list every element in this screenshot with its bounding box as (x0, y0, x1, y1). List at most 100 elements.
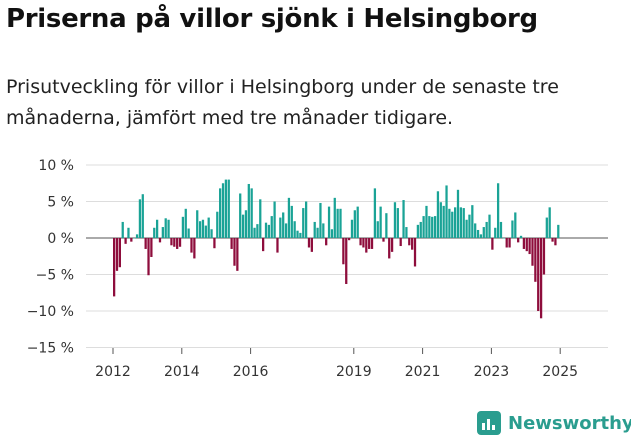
bar (542, 238, 546, 275)
bar (158, 238, 162, 243)
last-value-annotation: −3 % (539, 0, 580, 4)
bar (356, 206, 359, 238)
bar (121, 221, 124, 238)
bar (221, 183, 225, 238)
bar (390, 238, 394, 252)
y-tick-label: −15 % (27, 341, 74, 357)
bar (161, 227, 164, 238)
bar (476, 229, 480, 238)
x-tick-label: 2019 (336, 364, 372, 380)
x-tick-label: 2014 (164, 364, 200, 380)
bar (402, 200, 405, 238)
bar (534, 238, 537, 282)
bar (433, 216, 437, 238)
bar (135, 234, 139, 238)
bar (545, 217, 548, 238)
brand-name: Newsworthy (508, 412, 631, 434)
bar (468, 214, 471, 238)
bar (327, 206, 331, 238)
bar (322, 223, 325, 238)
bar (419, 221, 422, 238)
bar (133, 238, 136, 239)
bar (425, 205, 428, 238)
bar (448, 208, 451, 238)
bar (511, 220, 514, 238)
bar (502, 238, 505, 239)
bar (224, 179, 228, 238)
bar (554, 238, 557, 246)
bar (411, 238, 414, 250)
y-tick-label: 5 % (47, 195, 74, 211)
bar (528, 238, 531, 255)
bar (164, 218, 167, 238)
bar (482, 227, 485, 238)
bar (373, 188, 377, 238)
x-tick-label: 2016 (233, 364, 269, 380)
bar (147, 238, 150, 276)
bar (130, 238, 133, 242)
bar (453, 207, 457, 238)
y-axis-ticks: 10 % 5 % 0 % −5 % −10 % −15 % (27, 158, 74, 357)
bar (190, 238, 193, 253)
bar (144, 238, 147, 249)
y-tick-label: −5 % (36, 268, 74, 284)
bar (339, 208, 342, 238)
bar (293, 221, 296, 238)
bar (428, 216, 431, 238)
chart-subtitle: Prisutveckling för villor i Helsingborg … (6, 76, 559, 129)
bar (376, 221, 379, 238)
bar (382, 238, 385, 242)
bar (201, 219, 205, 238)
chart-title: Priserna på villor sjönk i Helsingborg (6, 4, 538, 34)
bar (219, 188, 222, 238)
x-tick-label: 2012 (95, 364, 131, 380)
bar (539, 238, 543, 319)
bar (153, 227, 156, 238)
bar (350, 219, 354, 238)
bar (471, 205, 474, 238)
newsworthy-logo-icon (477, 411, 501, 435)
bar (316, 227, 319, 238)
bar (451, 211, 454, 238)
bar (141, 194, 144, 238)
bar (290, 205, 293, 238)
bar (488, 214, 491, 238)
bar (115, 238, 119, 271)
y-tick-label: 10 % (38, 158, 74, 174)
bar (250, 188, 253, 238)
bar (413, 238, 417, 267)
x-tick-label: 2023 (474, 364, 510, 380)
bar (279, 217, 282, 238)
bar (359, 238, 362, 246)
bar (525, 238, 528, 252)
bar (282, 212, 285, 238)
bar (514, 212, 517, 238)
bar (170, 238, 173, 246)
bar (551, 238, 554, 242)
bar (176, 238, 179, 249)
bar (408, 238, 411, 246)
brand-logo: Newsworthy (476, 408, 631, 438)
bar (431, 216, 434, 238)
bar (505, 238, 508, 248)
bar (287, 197, 291, 238)
bar (319, 202, 322, 238)
bar (256, 224, 259, 238)
bar (307, 238, 311, 248)
bar (264, 222, 268, 238)
bar (517, 238, 520, 243)
bar (310, 238, 313, 252)
bar (496, 183, 500, 238)
bar (167, 219, 170, 238)
bar (353, 210, 356, 238)
bar (193, 238, 196, 259)
bar (345, 238, 348, 284)
bar (459, 207, 462, 238)
bar (442, 205, 445, 238)
bar (178, 238, 182, 247)
bar (124, 238, 127, 244)
y-tick-label: −10 % (27, 304, 74, 320)
bar (388, 238, 391, 259)
bar (474, 223, 477, 238)
